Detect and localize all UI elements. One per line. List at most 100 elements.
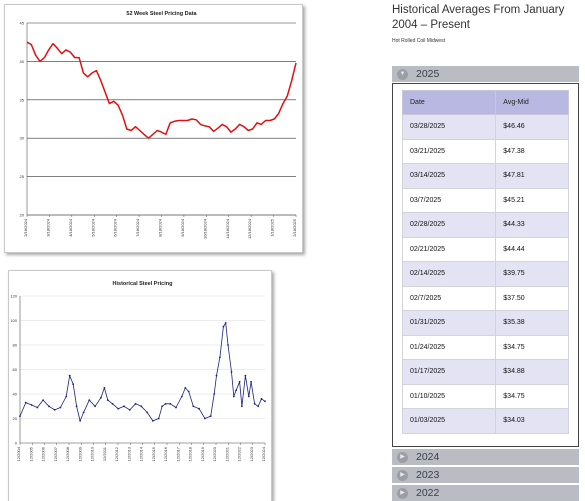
table-row: 03/28/2025 $46.46 (401, 114, 569, 140)
data-point (19, 415, 21, 417)
x-tick-label: 12/2006 (41, 446, 46, 461)
data-point (106, 399, 109, 401)
chart-title: 52 Week Steel Pricing Data (126, 11, 197, 17)
accordion-2023[interactable]: ▶ 2023 (392, 467, 579, 483)
table-row: 03/7/2025 $45.21 (401, 187, 569, 213)
table-row: 01/31/2025 $35.38 (401, 310, 569, 336)
accordion-label: 2023 (416, 469, 440, 481)
y-tick-label: 0 (15, 441, 18, 446)
data-point (213, 393, 216, 395)
data-point (244, 374, 247, 377)
data-point (227, 344, 229, 346)
cell-avg-mid: $34.75 (495, 383, 569, 409)
x-tick-label: 12/2018 (188, 446, 193, 461)
data-point (30, 404, 33, 406)
x-tick-label: 12/2015 (151, 446, 156, 461)
data-point (65, 395, 68, 398)
data-point (241, 405, 243, 408)
cell-date: 01/24/2025 (401, 334, 497, 360)
y-tick-label: 20 (20, 213, 25, 218)
cell-date: 01/03/2025 (401, 408, 497, 434)
data-point (204, 417, 206, 420)
data-point (59, 406, 62, 409)
data-point (152, 420, 154, 422)
data-point (215, 374, 218, 377)
table-row: 03/14/2025 $47.81 (401, 163, 569, 189)
data-point (53, 409, 56, 411)
chevron-right-icon: ▶ (397, 488, 408, 499)
accordion-2024[interactable]: ▶ 2024 (392, 449, 579, 465)
y-tick-label: 40 (20, 59, 25, 64)
data-point (82, 411, 85, 414)
data-point (72, 383, 75, 386)
x-tick-label: 12/2024 (261, 446, 266, 461)
cell-avg-mid: $44.44 (495, 236, 569, 262)
column-header-date: Date (401, 90, 497, 115)
y-tick-label: 20 (13, 416, 18, 421)
table-row: 03/21/2025 $47.38 (401, 138, 569, 164)
x-tick-label: 8/18/2024 (158, 218, 163, 237)
table-row: 01/10/2025 $34.75 (401, 383, 569, 409)
data-point (128, 409, 131, 411)
data-point (75, 405, 78, 408)
x-tick-label: 12/2019 (200, 446, 205, 461)
data-point (111, 402, 114, 405)
data-point (24, 401, 27, 404)
cell-date: 01/17/2025 (401, 359, 497, 385)
data-point (157, 417, 160, 420)
x-tick-label: 2/18/2025 (292, 218, 297, 237)
accordion-2022[interactable]: ▶ 2022 (392, 485, 579, 501)
y-tick-label: 30 (20, 136, 25, 141)
historical-averages-panel: Historical Averages From January 2004 – … (392, 0, 585, 501)
table-row: 02/21/2025 $44.44 (401, 236, 569, 262)
table-row: 01/17/2025 $34.88 (401, 359, 569, 385)
data-point (209, 415, 212, 417)
x-tick-label: 12/2005 (28, 446, 33, 461)
x-tick-label: 1/18/2025 (270, 218, 275, 237)
x-tick-label: 12/2014 (139, 446, 144, 461)
chevron-right-icon: ▶ (397, 470, 408, 481)
data-point (192, 405, 195, 408)
data-point (187, 390, 190, 393)
data-point (164, 402, 167, 405)
x-tick-label: 12/2004 (16, 446, 21, 461)
data-point (79, 420, 81, 422)
cell-date: 03/14/2025 (401, 163, 497, 189)
data-point (146, 411, 149, 414)
data-point (253, 402, 256, 405)
x-tick-label: 12/2023 (249, 446, 254, 461)
data-point (117, 407, 120, 410)
data-point (232, 395, 235, 398)
data-point (103, 387, 106, 389)
weekly-price-chart-card: 52 Week Steel Pricing Data 20 25 30 35 40 45 2/… (4, 4, 303, 253)
y-tick-label: 40 (13, 392, 18, 397)
accordion-2025-content: Date Avg-Mid 03/28/2025 $46.46 03/21/2025 $… (392, 83, 579, 447)
data-point (88, 399, 91, 401)
data-point (42, 399, 44, 401)
cell-date: 01/10/2025 (401, 383, 497, 409)
cell-date: 02/14/2025 (401, 261, 497, 287)
data-point (250, 380, 253, 383)
accordion-label: 2025 (416, 68, 440, 80)
cell-avg-mid: $35.38 (495, 310, 569, 336)
cell-date: 03/7/2025 (401, 187, 497, 213)
cell-date: 02/21/2025 (401, 236, 497, 262)
data-point (224, 322, 227, 324)
x-tick-label: 6/18/2024 (113, 218, 118, 237)
x-tick-label: 12/2017 (175, 446, 180, 461)
table-row: 02/14/2025 $39.75 (401, 261, 569, 287)
cell-avg-mid: $46.46 (495, 114, 569, 140)
data-point (68, 374, 71, 377)
data-point (198, 407, 201, 410)
x-tick-label: 12/2008 (65, 446, 70, 461)
cell-avg-mid: $47.81 (495, 163, 569, 189)
y-tick-label: 35 (20, 97, 25, 102)
accordion-2025[interactable]: ▼ 2025 (392, 66, 579, 82)
data-point (140, 405, 143, 408)
data-point (235, 389, 238, 392)
x-tick-label: 10/18/2024 (202, 218, 207, 239)
table-row: 01/24/2025 $34.75 (401, 334, 569, 360)
x-tick-label: 12/2010 (90, 446, 95, 461)
data-point (257, 405, 259, 408)
y-tick-label: 100 (10, 318, 17, 323)
